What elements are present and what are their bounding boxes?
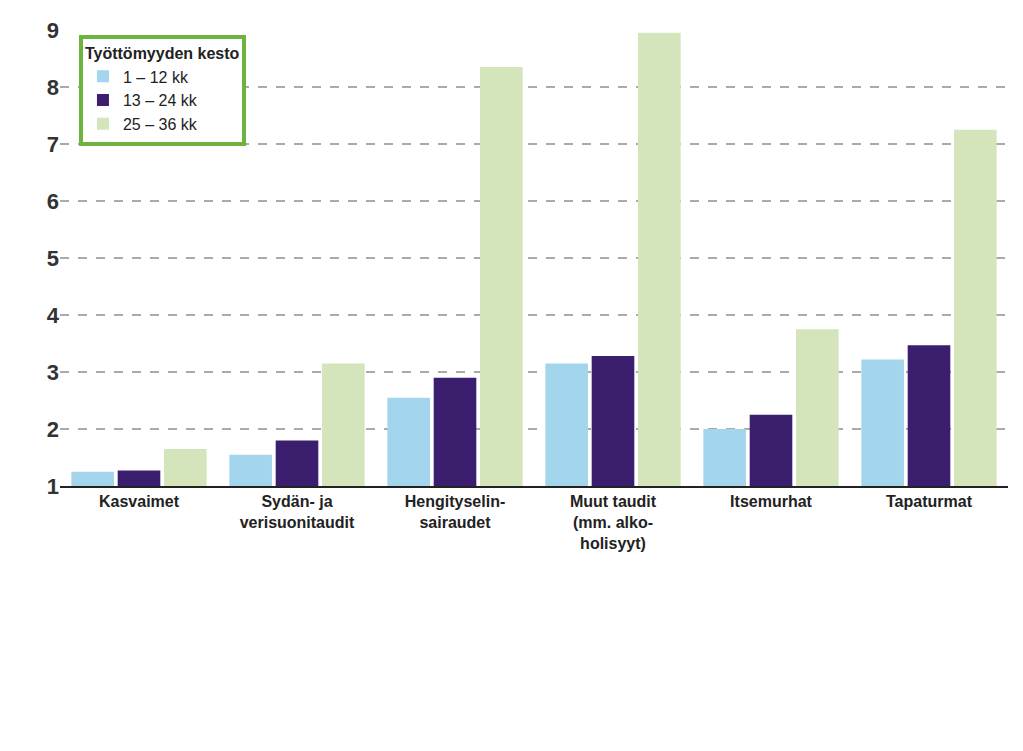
svg-text:3: 3 xyxy=(47,360,59,385)
svg-text:Tapaturmat: Tapaturmat xyxy=(886,493,973,510)
svg-text:Muut taudit(mm. alko-holisyyt): Muut taudit(mm. alko-holisyyt) xyxy=(570,493,657,552)
svg-text:4: 4 xyxy=(47,303,60,328)
svg-text:5: 5 xyxy=(47,246,59,271)
svg-text:Itsemurhat: Itsemurhat xyxy=(730,493,812,510)
svg-text:25 – 36 kk: 25 – 36 kk xyxy=(123,116,198,133)
svg-text:7: 7 xyxy=(47,132,59,157)
svg-text:8: 8 xyxy=(47,75,59,100)
svg-text:13 – 24 kk: 13 – 24 kk xyxy=(123,92,198,109)
svg-text:6: 6 xyxy=(47,189,59,214)
svg-text:Sydän- javerisuonitaudit: Sydän- javerisuonitaudit xyxy=(240,493,355,531)
svg-text:1: 1 xyxy=(47,474,59,499)
svg-text:Kasvaimet: Kasvaimet xyxy=(99,493,180,510)
svg-text:1 – 12 kk: 1 – 12 kk xyxy=(123,69,189,86)
svg-text:Työttömyyden kesto: Työttömyyden kesto xyxy=(85,45,240,62)
svg-text:Hengityselin-sairaudet: Hengityselin-sairaudet xyxy=(405,493,505,531)
svg-text:9: 9 xyxy=(47,18,59,43)
svg-text:2: 2 xyxy=(47,417,59,442)
